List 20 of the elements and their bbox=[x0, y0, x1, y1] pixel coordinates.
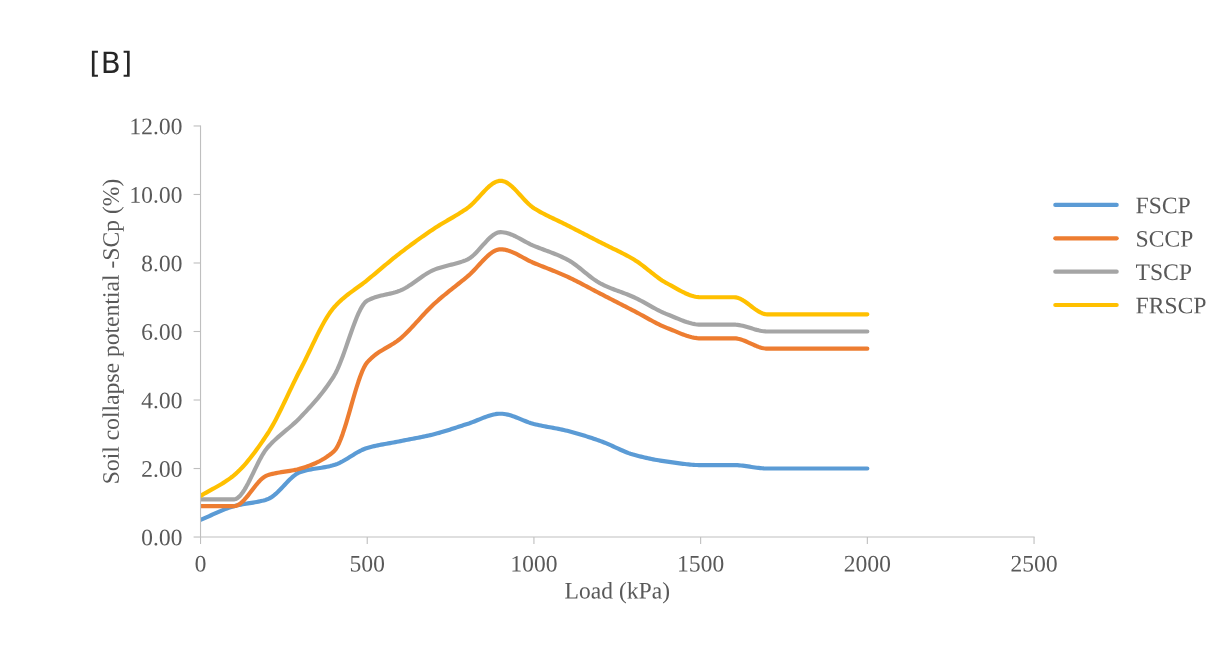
y-tick-label: 6.00 bbox=[142, 323, 182, 341]
chart-title: [B] bbox=[91, 50, 130, 77]
x-tick-label: 2000 bbox=[844, 555, 891, 572]
x-tick-label: 1000 bbox=[512, 555, 557, 572]
x-tick-label: 0 bbox=[195, 555, 206, 572]
legend-label: FRSCP bbox=[1136, 297, 1206, 314]
y-tick-label: 12.00 bbox=[131, 118, 182, 135]
y-tick-label: 4.00 bbox=[141, 392, 182, 409]
x-tick-label: 2500 bbox=[1011, 555, 1057, 572]
legend-label: SCCP bbox=[1137, 230, 1193, 247]
legend-label: TSCP bbox=[1136, 264, 1192, 281]
x-axis-title: Load (kPa) bbox=[565, 582, 670, 604]
y-axis-title: Soil collapse potential -SCp (%) bbox=[102, 179, 124, 483]
legend-label: FSCP bbox=[1136, 197, 1190, 214]
y-tick-label: 0.00 bbox=[142, 529, 182, 546]
y-tick-label: 8.00 bbox=[142, 255, 182, 272]
y-tick-label: 10.00 bbox=[131, 186, 182, 204]
x-tick-label: 1500 bbox=[679, 555, 724, 572]
y-tick-label: 2.00 bbox=[142, 461, 182, 478]
x-tick-label: 500 bbox=[350, 555, 385, 572]
